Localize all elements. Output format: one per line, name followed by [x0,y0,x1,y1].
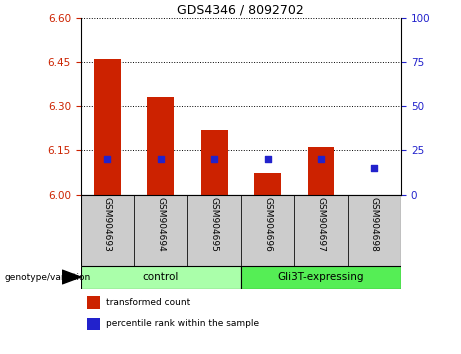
Point [211,156,218,162]
Point [317,156,325,162]
Bar [81,195,134,266]
Text: GSM904696: GSM904696 [263,197,272,252]
Text: GSM904697: GSM904697 [316,197,325,252]
Bar [254,172,281,195]
Title: GDS4346 / 8092702: GDS4346 / 8092702 [177,4,304,17]
Point [264,156,271,162]
Bar [201,130,228,195]
Point [371,165,378,171]
Bar [241,195,294,266]
Text: control: control [142,272,179,282]
Text: Gli3T-expressing: Gli3T-expressing [278,272,364,282]
Bar [307,148,334,195]
Bar [148,97,174,195]
Point [104,156,111,162]
Bar [94,59,121,195]
Text: GSM904698: GSM904698 [370,197,379,252]
Text: transformed count: transformed count [106,298,190,307]
Text: GSM904694: GSM904694 [156,197,165,252]
Bar [188,195,241,266]
Bar [134,195,188,266]
Bar [294,195,348,266]
Text: GSM904693: GSM904693 [103,197,112,252]
Text: genotype/variation: genotype/variation [5,273,91,281]
Bar [348,195,401,266]
Text: GSM904695: GSM904695 [210,197,219,252]
Text: percentile rank within the sample: percentile rank within the sample [106,319,260,329]
Bar [241,266,401,289]
Bar [81,266,241,289]
Polygon shape [62,270,81,284]
Bar [87,318,100,330]
Point [157,156,165,162]
Bar [87,296,100,309]
